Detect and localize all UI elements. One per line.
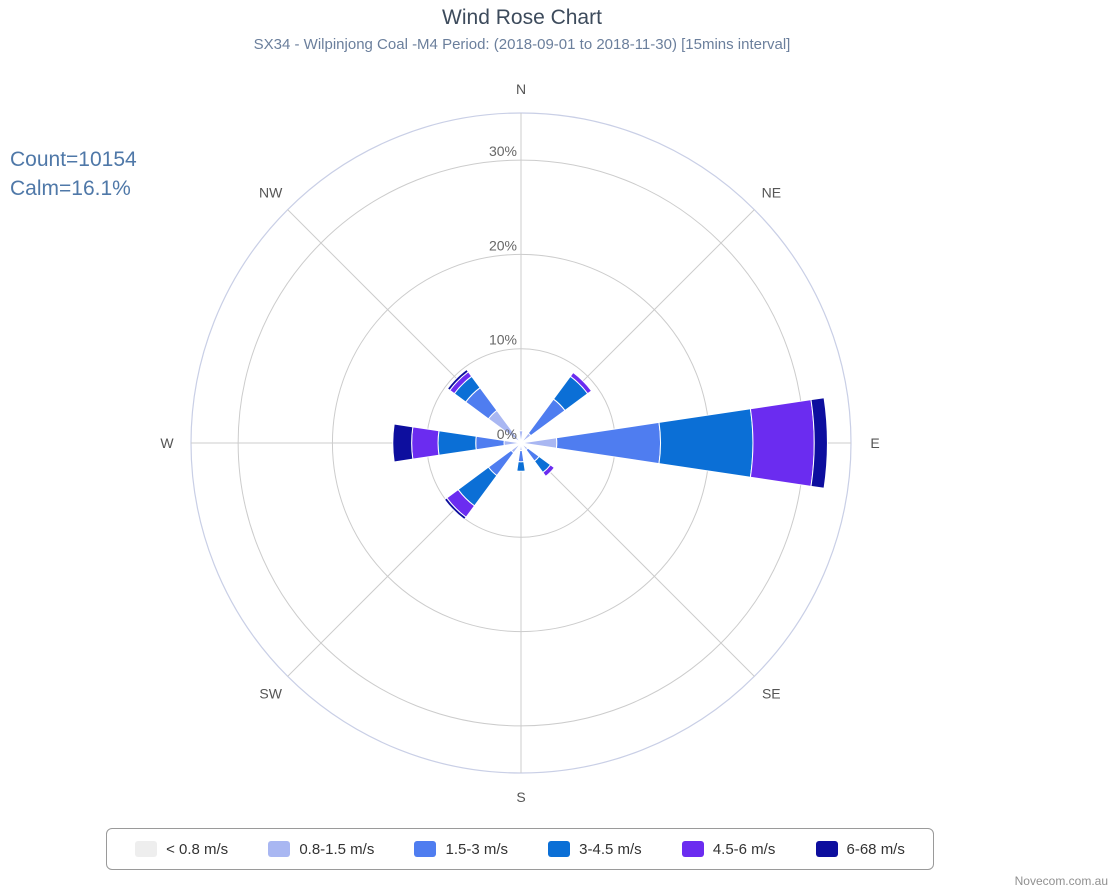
direction-label-n: N <box>516 81 526 97</box>
rose-segment-ne <box>569 371 593 395</box>
rose-segment-n <box>518 430 524 441</box>
rose-segment-s <box>516 461 526 472</box>
legend-label: 3-4.5 m/s <box>579 840 642 858</box>
radial-tick-label: 30% <box>489 143 517 159</box>
legend-label: 6-68 m/s <box>846 840 905 858</box>
rose-segment-se <box>542 464 556 478</box>
legend: < 0.8 m/s 0.8-1.5 m/s 1.5-3 m/s 3-4.5 m/s 4.… <box>106 828 934 870</box>
legend-swatch <box>681 841 704 857</box>
radial-tick-label: 10% <box>489 332 517 348</box>
legend-label: 4.5-6 m/s <box>712 840 776 858</box>
rose-segment-nw <box>446 368 469 391</box>
rose-segment-s <box>517 449 525 463</box>
legend-label: 1.5-3 m/s <box>445 840 509 858</box>
legend-item[interactable]: 3-4.5 m/s <box>548 841 642 858</box>
rose-segment-e <box>555 421 661 465</box>
legend-item[interactable]: 0.8-1.5 m/s <box>268 841 374 858</box>
count-label: Count=10154 <box>10 148 137 171</box>
direction-label-sw: SW <box>259 685 282 701</box>
legend-label: < 0.8 m/s <box>166 840 229 858</box>
legend-swatch <box>135 841 158 857</box>
direction-label-w: W <box>160 435 174 451</box>
direction-label-se: SE <box>762 685 781 701</box>
radial-tick-label: 20% <box>489 237 517 253</box>
rose-segment-sw <box>443 497 467 521</box>
legend-item[interactable]: 4.5-6 m/s <box>681 840 776 858</box>
chart-title: Wind Rose Chart <box>442 6 602 29</box>
stats-panel: Count=10154 Calm=16.1% <box>10 145 137 203</box>
direction-label-s: S <box>516 789 525 805</box>
rose-segment-e <box>810 397 828 489</box>
chart-subtitle: SX34 - Wilpinjong Coal -M4 Period: (2018… <box>253 36 791 53</box>
credit-text: Novecom.com.au <box>1014 874 1108 888</box>
rose-segment-e <box>523 437 558 449</box>
direction-label-ne: NE <box>762 185 781 201</box>
direction-label-nw: NW <box>259 185 283 201</box>
legend-label: 0.8-1.5 m/s <box>299 840 375 858</box>
rose-segment-w <box>437 430 477 456</box>
rose-segment-s <box>519 445 523 452</box>
radial-tick-label: 0% <box>497 426 517 442</box>
legend-swatch <box>268 841 291 857</box>
direction-spoke <box>520 442 755 677</box>
legend-swatch <box>548 841 571 857</box>
rose-segment-e <box>658 408 754 478</box>
rose-segment-e <box>749 399 815 487</box>
legend-item[interactable]: 1.5-3 m/s <box>414 841 508 858</box>
rose-segment-w <box>392 423 414 463</box>
rose-segment-w <box>411 426 440 460</box>
calm-label: Calm=16.1% <box>10 177 131 200</box>
legend-swatch <box>414 841 437 857</box>
legend-item[interactable]: < 0.8 m/s <box>135 841 228 858</box>
wind-rose-plot: 0% 10% 20% 30% N NE E SE S SW W NW <box>160 81 879 805</box>
direction-label-e: E <box>870 435 879 451</box>
legend-swatch <box>815 841 838 857</box>
legend-item[interactable]: 6-68 m/s <box>815 840 905 858</box>
